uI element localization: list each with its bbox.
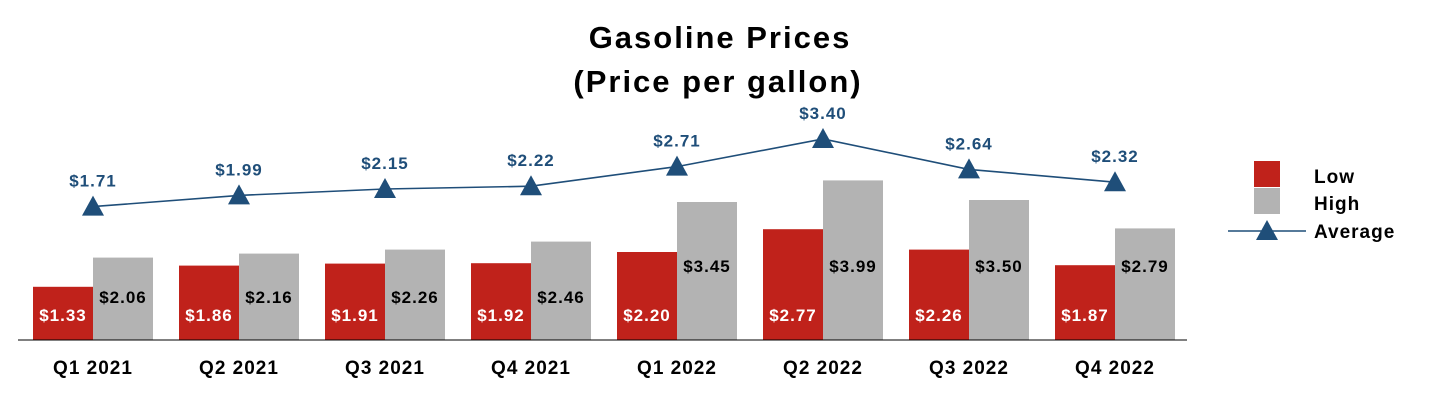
x-tick-2: Q2 2021 [199, 358, 279, 379]
label-average-5: $2.71 [653, 132, 701, 151]
label-high-6: $3.99 [829, 257, 877, 276]
x-tick-7: Q3 2022 [929, 358, 1009, 379]
label-low-2: $1.86 [185, 306, 233, 325]
bar-low-8 [1055, 265, 1115, 340]
bar-high-1 [93, 257, 153, 340]
x-tick-5: Q1 2022 [637, 358, 717, 379]
label-high-3: $2.26 [391, 288, 439, 307]
chart-title-line-1: Gasoline Prices [589, 20, 852, 55]
x-tick-3: Q3 2021 [345, 358, 425, 379]
x-tick-4: Q4 2021 [491, 358, 571, 379]
bar-high-8 [1115, 228, 1175, 340]
label-low-1: $1.33 [39, 306, 87, 325]
label-low-6: $2.77 [769, 306, 817, 325]
legend-swatch-low [1254, 161, 1280, 187]
x-tick-6: Q2 2022 [783, 358, 863, 379]
bar-low-4 [471, 263, 531, 340]
label-high-5: $3.45 [683, 257, 731, 276]
label-low-4: $1.92 [477, 306, 525, 325]
legend-label-high: High [1314, 194, 1360, 215]
bar-low-1 [33, 286, 93, 340]
label-average-3: $2.15 [361, 154, 409, 173]
bar-high-4 [531, 241, 591, 340]
bar-low-2 [179, 265, 239, 340]
bar-high-5 [677, 202, 737, 340]
average-marker-7 [958, 158, 980, 179]
chart-title-line-2: (Price per gallon) [573, 64, 862, 99]
bar-low-7 [909, 249, 969, 340]
legend-marker-average [1256, 220, 1278, 240]
average-marker-3 [374, 178, 396, 198]
legend-swatch-high [1254, 188, 1280, 214]
x-axis-ticks: Q1 2021 Q2 2021 Q3 2021 Q4 2021 Q1 2022 Q2 20… [53, 358, 1155, 379]
bar-high-3 [385, 249, 445, 340]
average-line [92, 138, 1116, 208]
label-average-6: $3.40 [799, 104, 847, 123]
average-marker-6 [812, 128, 834, 148]
bar-low-3 [325, 263, 385, 340]
label-high-1: $2.06 [99, 288, 147, 307]
x-tick-8: Q4 2022 [1075, 358, 1155, 379]
label-average-8: $2.32 [1091, 147, 1139, 166]
bar-high-6 [823, 180, 883, 340]
bar-low-5 [617, 252, 677, 340]
label-high-7: $3.50 [975, 257, 1023, 276]
chart-title: Gasoline Prices (Price per gallon) [573, 20, 862, 99]
legend-label-average: Average [1314, 222, 1395, 243]
average-marker-8 [1104, 171, 1126, 192]
label-low-8: $1.87 [1061, 306, 1109, 325]
label-average-4: $2.22 [507, 151, 555, 170]
label-low-5: $2.20 [623, 306, 671, 325]
label-high-2: $2.16 [245, 288, 293, 307]
label-average-1: $1.71 [69, 172, 117, 191]
legend-label-low: Low [1314, 167, 1355, 188]
bar-high-2 [239, 253, 299, 340]
label-average-2: $1.99 [215, 160, 263, 179]
plot-area: $1.33 $2.06 $1.86 $2.16 $1.91 $2.26 $1.92 $2.46… [33, 104, 1175, 340]
x-tick-1: Q1 2021 [53, 358, 133, 379]
label-average-7: $2.64 [945, 134, 993, 153]
bar-low-6 [763, 229, 823, 340]
label-high-8: $2.79 [1121, 257, 1169, 276]
bar-high-7 [969, 200, 1029, 340]
label-low-7: $2.26 [915, 306, 963, 325]
label-low-3: $1.91 [331, 306, 379, 325]
average-marker-1 [82, 195, 104, 216]
average-marker-5 [666, 155, 688, 176]
legend: Low High Average [1228, 161, 1395, 243]
label-high-4: $2.46 [537, 288, 585, 307]
average-marker-2 [228, 184, 250, 205]
average-marker-4 [520, 175, 542, 196]
